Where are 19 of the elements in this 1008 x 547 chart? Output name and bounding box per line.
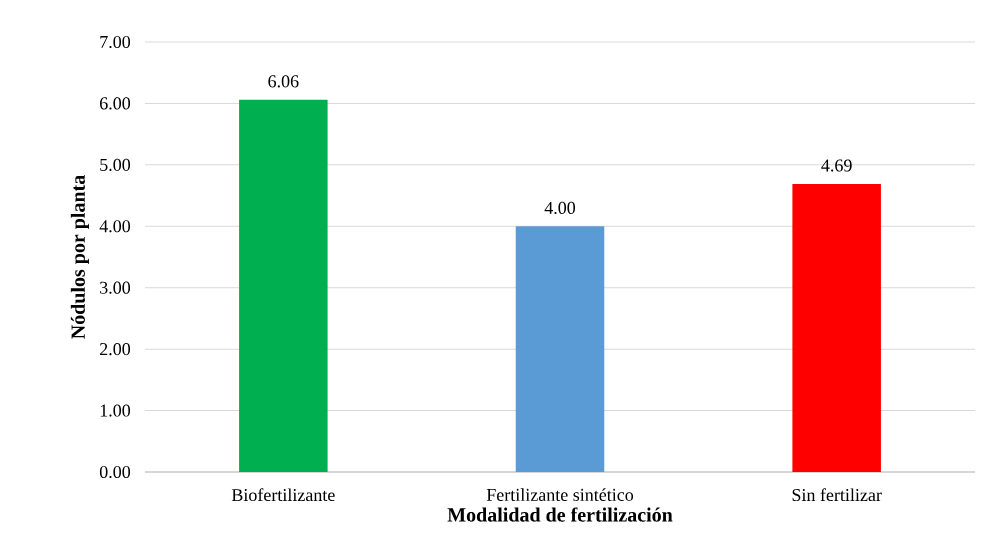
bar [792,183,881,472]
y-tick-label: 6.00 [100,97,131,110]
bar [239,99,328,472]
bar [515,226,605,472]
y-tick-label: 0.00 [99,465,131,479]
data-label: 6.06 [268,75,299,88]
x-tick-label: Sin fertilizar [792,488,882,502]
x-axis-title: Modalidad de fertilización [447,507,673,522]
y-axis-title: Nódulos por planta [70,175,89,339]
data-label: 4.00 [544,201,576,215]
x-tick-label: Biofertilizante [231,488,335,502]
data-label: 4.69 [821,159,852,172]
y-tick-label: 1.00 [100,404,131,417]
x-tick-label: Fertilizante sintético [486,488,634,501]
y-tick-label: 5.00 [100,158,131,171]
y-tick-label: 3.00 [100,281,131,294]
y-tick-label: 7.00 [100,35,131,49]
y-tick-label: 2.00 [100,343,131,356]
y-tick-label: 4.00 [99,220,131,233]
